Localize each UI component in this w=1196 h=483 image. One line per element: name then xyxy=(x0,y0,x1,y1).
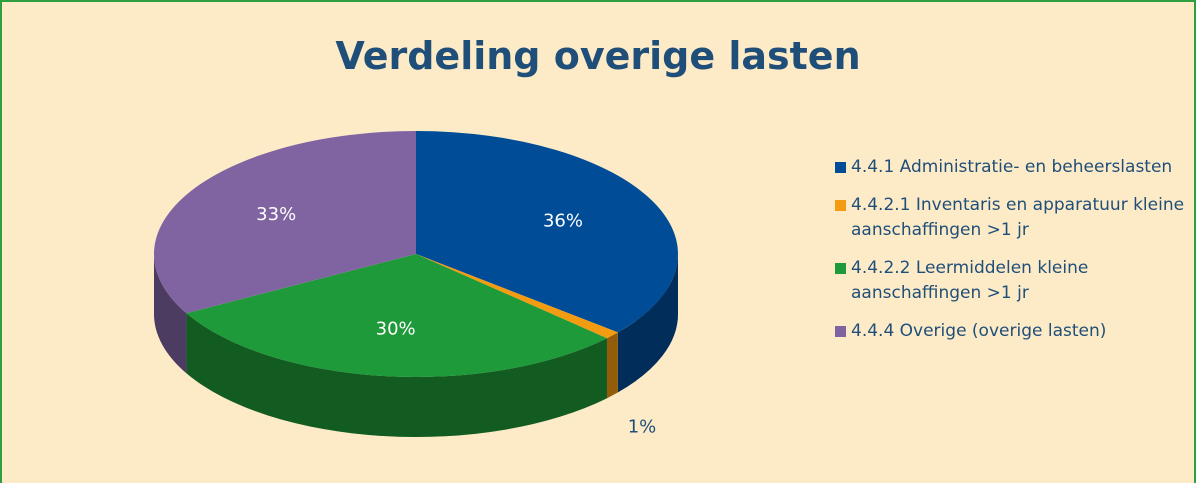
legend-swatch xyxy=(835,200,846,211)
legend-item: 4.4.2.1 Inventaris en apparatuur kleine … xyxy=(835,193,1185,243)
side-shade xyxy=(617,254,678,393)
legend: 4.4.1 Administratie- en beheerslasten 4.4… xyxy=(835,155,1185,357)
legend-label: 4.4.2.1 Inventaris en apparatuur kleine … xyxy=(851,195,1185,240)
slice-side xyxy=(606,332,618,399)
data-label: 33% xyxy=(256,204,296,225)
data-label: 30% xyxy=(376,319,416,340)
chart-title: Verdeling overige lasten xyxy=(335,34,860,78)
legend-item: 4.4.4 Overige (overige lasten) xyxy=(835,319,1185,344)
legend-item: 4.4.2.2 Leermiddelen kleine aanschaffing… xyxy=(835,256,1185,306)
side-shade xyxy=(606,332,618,399)
side-shade xyxy=(186,313,607,438)
side-shade xyxy=(154,254,187,374)
legend-swatch xyxy=(835,162,846,173)
data-label: 36% xyxy=(543,211,583,232)
legend-label: 4.4.1 Administratie- en beheerslasten xyxy=(851,157,1173,177)
slice xyxy=(154,131,416,314)
slice-side xyxy=(186,313,607,438)
legend-label: 4.4.2.2 Leermiddelen kleine aanschaffing… xyxy=(851,258,1089,303)
legend-label: 4.4.4 Overige (overige lasten) xyxy=(851,321,1107,341)
data-label: 1% xyxy=(628,417,657,438)
slice-side xyxy=(617,254,678,393)
slice xyxy=(416,254,618,339)
slice xyxy=(186,254,607,377)
slice-side xyxy=(154,254,187,374)
legend-swatch xyxy=(835,263,846,274)
legend-swatch xyxy=(835,326,846,337)
slice xyxy=(416,131,678,333)
legend-item: 4.4.1 Administratie- en beheerslasten xyxy=(835,155,1185,180)
